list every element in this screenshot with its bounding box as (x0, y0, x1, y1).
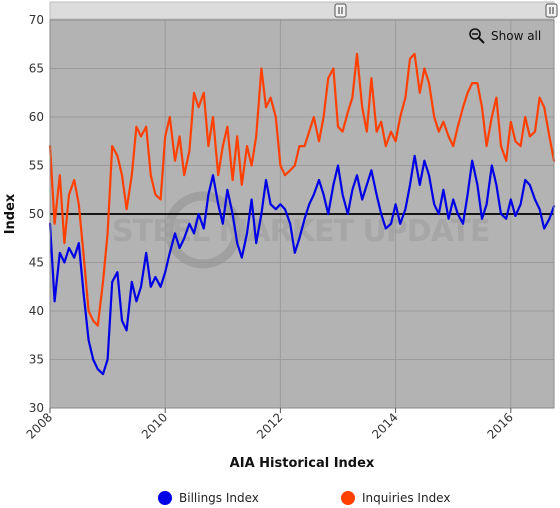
x-tick-label: 2014 (369, 410, 400, 441)
range-navigator[interactable] (49, 1, 558, 20)
inquiries-index-line[interactable] (48, 52, 556, 327)
y-tick-label: 55 (29, 159, 44, 173)
billings-index-line[interactable] (48, 154, 556, 376)
navigator-right-handle[interactable] (545, 3, 558, 18)
y-tick-label: 45 (29, 256, 44, 270)
navigator-left-handle[interactable] (334, 3, 347, 18)
x-tick-label: 2012 (254, 410, 285, 441)
x-tick-label: 2010 (139, 410, 170, 441)
show-all-label[interactable]: Show all (491, 29, 541, 43)
legend-marker (341, 491, 355, 505)
show-all-button[interactable]: Show all (469, 28, 541, 44)
y-tick-label: 30 (29, 401, 44, 415)
navigator-track[interactable] (49, 1, 555, 20)
y-tick-label: 40 (29, 304, 44, 318)
y-axis-title: Index (3, 193, 18, 234)
x-tick-label: 2016 (484, 410, 515, 441)
zoom-out-icon-handle (478, 37, 485, 44)
y-tick-label: 60 (29, 110, 44, 124)
plot-frame (49, 19, 555, 409)
y-tick-label: 35 (29, 353, 44, 367)
legend-label: Inquiries Index (362, 491, 450, 505)
legend-label: Billings Index (179, 491, 259, 505)
series-layer (48, 52, 556, 376)
y-tick-label: 50 (29, 207, 44, 221)
watermark-logo-ring (164, 191, 242, 269)
y-tick-label: 65 (29, 62, 44, 76)
legend-item-billings[interactable]: Billings Index (158, 491, 259, 505)
x-axis-title: AIA Historical Index (230, 456, 375, 471)
legend-item-inquiries[interactable]: Inquiries Index (341, 491, 450, 505)
legend: Billings Index Inquiries Index (158, 491, 450, 505)
y-tick-label: 70 (29, 13, 44, 27)
zoom-out-icon (469, 28, 481, 40)
legend-marker (158, 491, 172, 505)
